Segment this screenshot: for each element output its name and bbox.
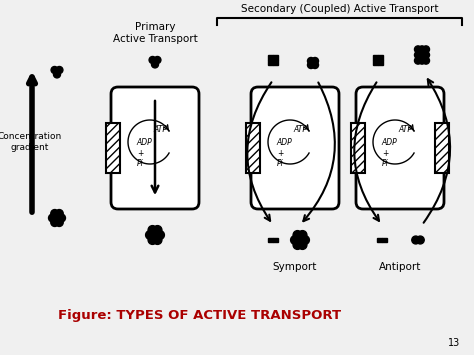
- Text: Secondary (Coupled) Active Transport: Secondary (Coupled) Active Transport: [241, 4, 438, 14]
- Circle shape: [293, 241, 302, 250]
- Bar: [273, 55, 278, 60]
- Text: 13: 13: [448, 338, 460, 348]
- Circle shape: [298, 241, 307, 250]
- Circle shape: [56, 66, 63, 73]
- Circle shape: [155, 231, 164, 239]
- FancyBboxPatch shape: [111, 87, 199, 209]
- Text: Antiport: Antiport: [379, 262, 421, 272]
- Bar: [382, 237, 387, 242]
- Bar: [373, 55, 378, 60]
- Circle shape: [54, 71, 61, 78]
- Bar: [268, 237, 273, 242]
- Circle shape: [55, 219, 63, 226]
- Circle shape: [422, 51, 429, 59]
- Bar: [373, 60, 378, 65]
- Bar: [378, 60, 383, 65]
- Bar: [351, 123, 365, 173]
- Circle shape: [57, 214, 65, 222]
- Circle shape: [311, 61, 319, 69]
- Circle shape: [146, 231, 155, 239]
- Circle shape: [153, 225, 162, 234]
- Text: Concentration
gradient: Concentration gradient: [0, 132, 62, 152]
- Circle shape: [152, 61, 158, 68]
- FancyBboxPatch shape: [251, 87, 339, 209]
- Text: ATP: ATP: [293, 125, 307, 135]
- Circle shape: [419, 51, 426, 59]
- Bar: [246, 123, 260, 173]
- Circle shape: [301, 236, 310, 244]
- Circle shape: [416, 236, 424, 244]
- Circle shape: [419, 46, 426, 53]
- Text: ADP
+
Pi: ADP + Pi: [137, 138, 153, 168]
- Circle shape: [149, 56, 156, 64]
- Circle shape: [414, 51, 421, 59]
- Circle shape: [51, 209, 59, 218]
- Circle shape: [154, 56, 161, 64]
- Circle shape: [414, 46, 421, 53]
- Text: Primary
Active Transport: Primary Active Transport: [113, 22, 197, 44]
- Circle shape: [422, 57, 429, 64]
- Circle shape: [291, 236, 300, 244]
- Circle shape: [419, 57, 426, 64]
- Circle shape: [298, 231, 307, 239]
- Text: ADP
+
Pi: ADP + Pi: [382, 138, 398, 168]
- FancyBboxPatch shape: [356, 87, 444, 209]
- Circle shape: [412, 236, 419, 244]
- Circle shape: [308, 58, 315, 65]
- Text: ADP
+
Pi: ADP + Pi: [277, 138, 292, 168]
- Bar: [273, 237, 278, 242]
- Circle shape: [308, 61, 315, 69]
- Text: Figure: TYPES OF ACTIVE TRANSPORT: Figure: TYPES OF ACTIVE TRANSPORT: [58, 310, 342, 322]
- Text: ATP: ATP: [398, 125, 412, 135]
- Bar: [377, 237, 382, 242]
- Circle shape: [414, 57, 421, 64]
- Text: ATP: ATP: [153, 125, 167, 135]
- Circle shape: [51, 219, 59, 226]
- Circle shape: [48, 214, 56, 222]
- Bar: [268, 55, 273, 60]
- Circle shape: [148, 225, 157, 234]
- Circle shape: [148, 236, 157, 244]
- Circle shape: [51, 66, 58, 73]
- Bar: [273, 60, 278, 65]
- Circle shape: [55, 209, 63, 218]
- Bar: [268, 60, 273, 65]
- Text: Symport: Symport: [273, 262, 317, 272]
- Bar: [378, 55, 383, 60]
- Bar: [435, 123, 449, 173]
- Bar: [106, 123, 120, 173]
- Circle shape: [422, 46, 429, 53]
- Circle shape: [293, 231, 302, 239]
- Circle shape: [153, 236, 162, 244]
- Circle shape: [311, 58, 319, 65]
